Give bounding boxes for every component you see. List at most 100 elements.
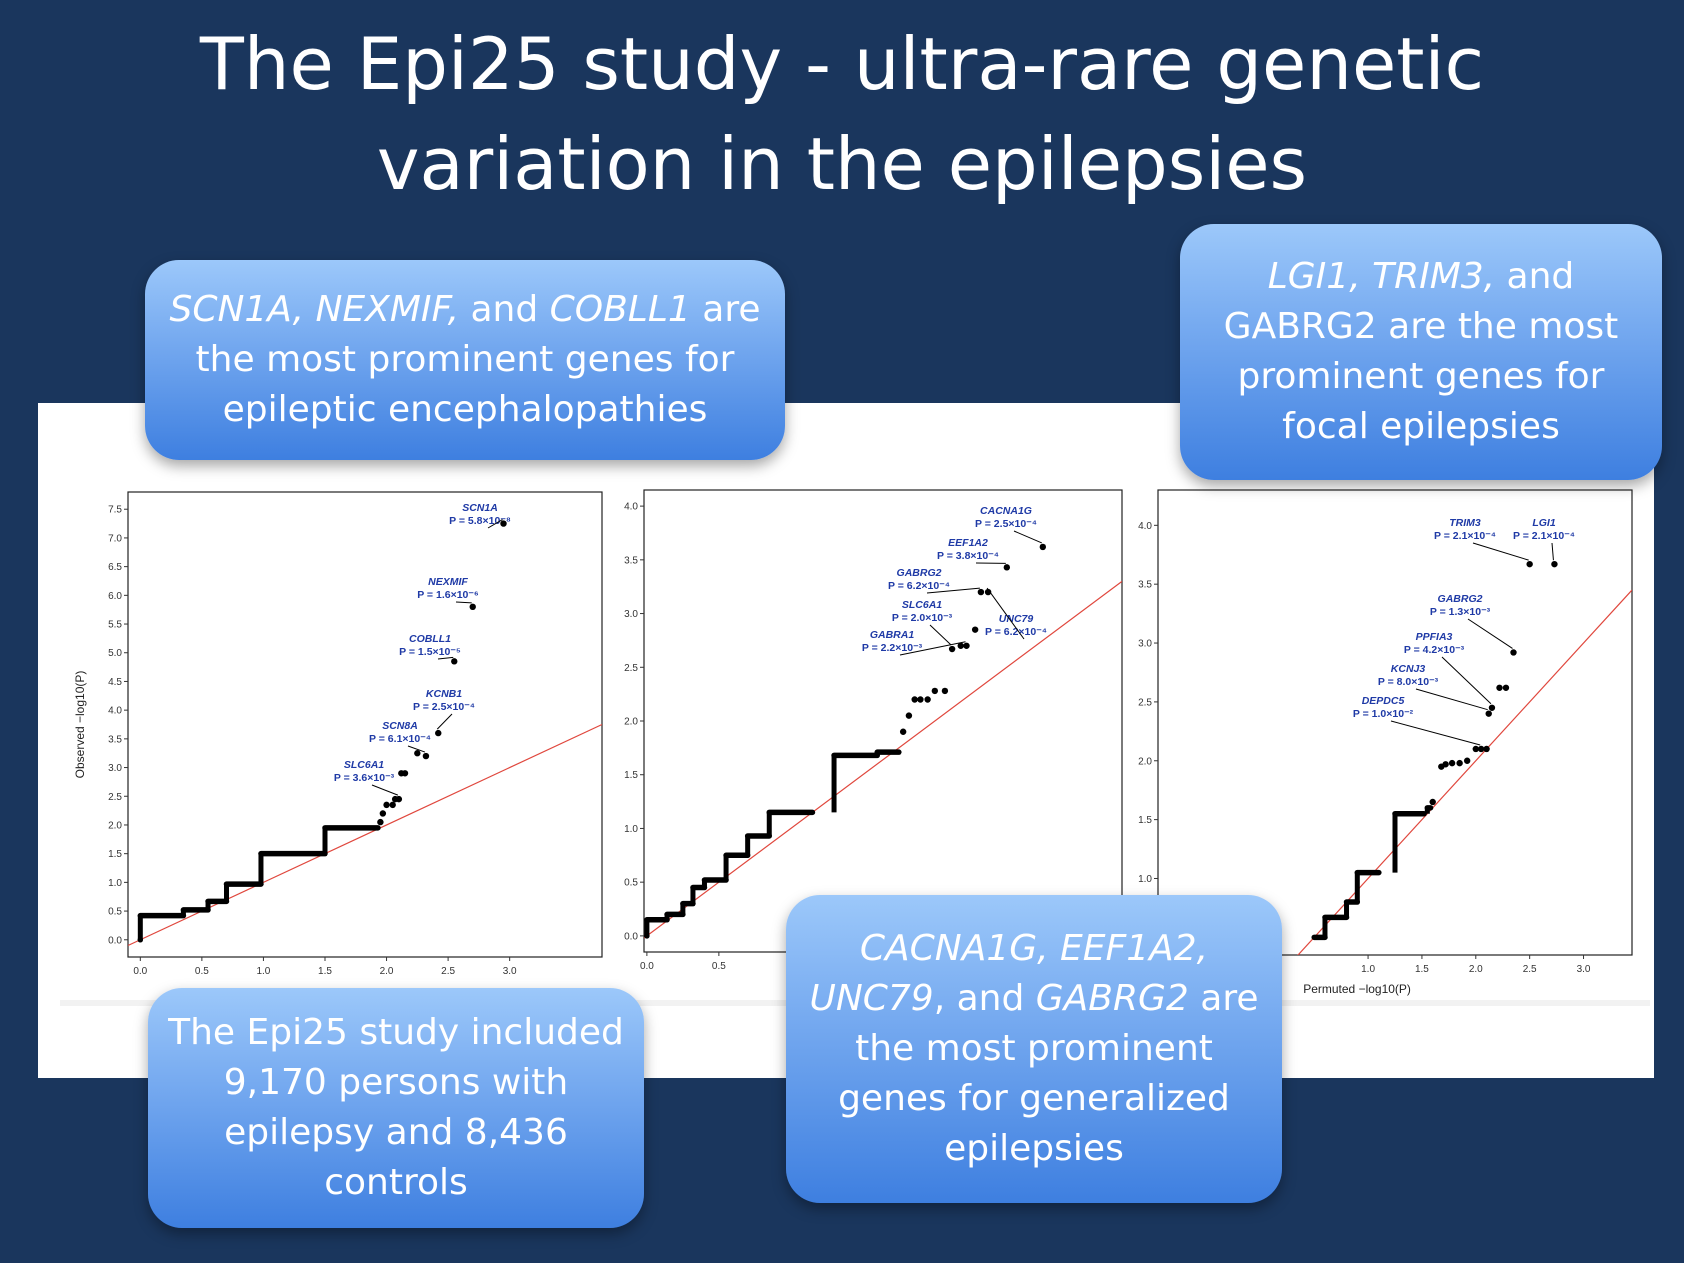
y-tick-label: 2.5 (108, 792, 122, 803)
x-tick-label: 0.5 (712, 961, 726, 972)
y-tick-label: 1.0 (624, 824, 638, 835)
callout-study-line2: 9,170 persons with (223, 1062, 569, 1103)
data-point (383, 801, 390, 809)
x-tick-label: 1.5 (318, 966, 332, 977)
leader-line (1415, 688, 1488, 711)
callout-focal-genes: LGI1, TRIM3, (1267, 256, 1496, 297)
leader-line (455, 601, 472, 604)
callout-focal-line2: GABRG2 are the most (1223, 306, 1619, 347)
gene-p-value: P = 1.5×10⁻⁵ (399, 646, 461, 658)
y-tick-label: 3.0 (624, 609, 638, 620)
gene-p-value: P = 8.0×10⁻³ (1378, 676, 1439, 688)
title-line-2: variation in the epilepsies (376, 122, 1308, 206)
data-point (379, 810, 387, 817)
gene-p-value: P = 4.2×10⁻³ (1404, 644, 1465, 656)
data-point (971, 626, 979, 633)
data-point (469, 603, 476, 611)
gene-label: UNC79 (999, 613, 1034, 625)
callout-gge-gene3: UNC79 (809, 978, 934, 1019)
gene-label: GABRG2 (1438, 593, 1483, 605)
leader-line (1390, 720, 1481, 746)
gene-label: EEF1A2 (948, 537, 988, 549)
plot-frame (1157, 489, 1633, 956)
data-point (984, 588, 992, 596)
gene-label: DEPDC5 (1362, 695, 1405, 707)
leader-line (926, 587, 980, 594)
gene-label: GABRA1 (870, 629, 914, 641)
y-axis-title: Observed −log10(P) (73, 671, 87, 779)
y-tick-label: 3.0 (108, 763, 122, 774)
data-point (911, 696, 918, 703)
gene-label: CACNA1G (980, 505, 1032, 517)
leader-line (1013, 530, 1043, 544)
gene-p-value: P = 2.2×10⁻³ (862, 642, 923, 654)
gene-label: KCNB1 (426, 688, 462, 700)
data-point (1526, 560, 1533, 568)
data-point (941, 687, 949, 695)
gene-label: KCNJ3 (1391, 663, 1426, 675)
callout-gge-genes: CACNA1G, EEF1A2, (859, 928, 1209, 969)
data-point (957, 642, 964, 649)
callout-gge-line4: genes for generalized (838, 1078, 1230, 1119)
callout-generalized: CACNA1G, EEF1A2, UNC79, and GABRG2 are t… (786, 895, 1282, 1203)
gene-label: PPFIA3 (1416, 631, 1453, 643)
data-point (414, 750, 421, 757)
data-point (1510, 649, 1517, 656)
gene-label: GABRG2 (897, 567, 942, 579)
callout-gge-line3: the most prominent (855, 1028, 1213, 1069)
gene-p-value: P = 2.5×10⁻⁴ (975, 518, 1037, 530)
leader-line (487, 519, 503, 529)
y-tick-label: 1.5 (108, 849, 122, 860)
leader-line (1441, 656, 1492, 705)
data-point (1003, 564, 1011, 571)
gene-p-value: P = 2.5×10⁻⁴ (413, 701, 475, 713)
data-point (1456, 759, 1463, 767)
y-tick-label: 2.0 (108, 820, 122, 831)
data-point (1485, 710, 1492, 717)
gene-label: SCN8A (382, 720, 418, 732)
gene-p-value: P = 1.6×10⁻⁶ (417, 589, 479, 601)
data-point (977, 588, 985, 596)
y-tick-label: 3.5 (624, 555, 638, 566)
y-tick-label: 7.0 (108, 533, 122, 544)
data-point (899, 728, 907, 735)
callout-gge-line5: epilepsies (944, 1128, 1124, 1169)
data-point (931, 687, 939, 695)
data-point (1463, 757, 1471, 764)
data-point (1039, 543, 1047, 551)
data-point (1472, 745, 1479, 753)
qq-plot-generalized: 0.0 0.5 1.0 1.5 2.0 2.5 3.0 3.5 4.0 0.0 0.5 CACNA1G… (624, 489, 1123, 972)
gene-label: LGI1 (1532, 517, 1555, 529)
data-point (1496, 684, 1503, 691)
callout-ee-gene3: COBLL1 (549, 289, 691, 330)
data-point (1448, 759, 1456, 767)
leader-line (899, 641, 966, 656)
callout-gge-gene4: GABRG2 (1035, 978, 1189, 1019)
data-point (1442, 761, 1449, 768)
gene-p-value: P = 6.2×10⁻⁴ (888, 580, 950, 592)
data-point (389, 801, 396, 809)
data-point (948, 645, 956, 653)
y-tick-label: 6.5 (108, 562, 122, 573)
y-tick-label: 6.0 (108, 591, 122, 602)
x-tick-label: 3.0 (1577, 964, 1591, 975)
gene-p-value: P = 3.6×10⁻³ (334, 772, 395, 784)
gene-p-value: P = 2.1×10⁻⁴ (1513, 530, 1575, 542)
data-point (917, 696, 924, 703)
callout-ee-line2: the most prominent genes for (195, 339, 735, 380)
leader-line (371, 784, 399, 796)
x-tick-label: 2.0 (380, 966, 394, 977)
y-tick-label: 7.5 (108, 505, 122, 516)
x-tick-label: 2.5 (441, 966, 455, 977)
y-tick-label: 3.5 (108, 734, 122, 745)
data-point (435, 729, 442, 737)
y-tick-label: 5.0 (108, 648, 122, 659)
y-tick-label: 0.0 (624, 931, 638, 942)
x-tick-label: 0.0 (640, 961, 654, 972)
data-point (500, 520, 507, 527)
data-point (1551, 560, 1558, 568)
x-axis-title: Permuted −log10(P) (1303, 982, 1411, 996)
gene-p-value: P = 2.0×10⁻³ (892, 612, 953, 624)
callout-ee-genes: SCN1A, NEXMIF, (169, 289, 460, 330)
gene-label: COBLL1 (409, 633, 451, 645)
